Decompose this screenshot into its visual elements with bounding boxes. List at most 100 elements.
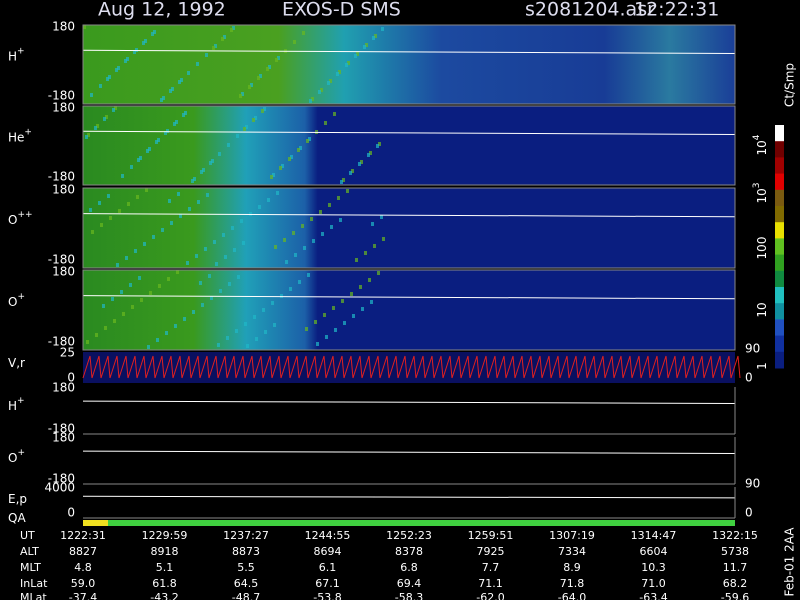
spectrogram-texture xyxy=(266,67,269,71)
colorbar-segment xyxy=(775,125,784,142)
cell: 1237:27 xyxy=(223,529,269,542)
spectrogram-texture xyxy=(215,262,218,266)
cell: 8694 xyxy=(314,545,342,558)
spectrogram-texture xyxy=(356,52,359,56)
panel-label: He+ xyxy=(8,127,32,144)
spectrogram-texture xyxy=(147,345,150,349)
cell: -58.3 xyxy=(395,591,423,600)
cell: -48.7 xyxy=(232,591,260,600)
spectrogram-texture xyxy=(143,242,146,246)
spectrogram-texture xyxy=(301,224,304,228)
spectrogram-texture xyxy=(196,62,199,66)
spectrogram-texture xyxy=(233,248,236,252)
spectrogram-texture xyxy=(155,140,158,144)
colorbar-label-base: 10 xyxy=(755,188,769,203)
spectrogram-texture xyxy=(87,133,90,137)
colorbar-label: 104 xyxy=(752,134,769,155)
panel-label: QA xyxy=(8,511,26,525)
spectrogram-texture xyxy=(268,65,271,69)
spectrogram-texture xyxy=(280,294,283,298)
colorbar-segment xyxy=(775,351,784,369)
spectrogram-texture xyxy=(325,335,328,339)
spectrogram-texture xyxy=(240,219,243,223)
spectrogram-texture xyxy=(122,312,125,316)
spectrogram-texture xyxy=(294,253,297,257)
spectrogram-texture xyxy=(376,144,379,148)
spectrogram-texture xyxy=(263,107,266,111)
spectrogram-texture xyxy=(319,210,322,214)
spectrogram-texture xyxy=(211,159,214,163)
spectrogram-texture xyxy=(302,31,305,35)
tick-label: 0 xyxy=(745,371,753,385)
cell: 8378 xyxy=(395,545,423,558)
tick-label: -180 xyxy=(48,170,75,184)
header-file: s2081204.asr xyxy=(525,0,655,21)
spectrogram-texture xyxy=(289,287,292,291)
spectrogram-texture xyxy=(244,322,247,326)
panel-label-sup: ++ xyxy=(17,210,32,220)
spectrogram-texture xyxy=(377,271,380,275)
spectrogram-texture xyxy=(218,152,221,156)
tick-label: 25 xyxy=(60,346,75,360)
spectrogram-texture xyxy=(112,108,115,112)
spectrogram-texture xyxy=(177,192,180,196)
colorbar-label-base: 100 xyxy=(755,237,769,260)
spectrogram-texture xyxy=(273,323,276,327)
spectrogram-texture xyxy=(191,179,194,183)
spectrogram-texture xyxy=(371,222,374,226)
spectrogram-texture xyxy=(254,116,257,120)
footer-note: Feb-01 2AA xyxy=(783,527,797,597)
spectrogram-texture xyxy=(275,58,278,62)
spectrogram-texture xyxy=(351,169,354,173)
colorbar-segment xyxy=(775,189,784,207)
panel-label-sup: + xyxy=(17,292,25,302)
colorbar-segment xyxy=(775,173,784,191)
spectrogram-texture xyxy=(217,343,220,347)
colorbar-segment xyxy=(775,254,784,272)
tick-label: 90 xyxy=(745,342,760,356)
spectrogram-texture xyxy=(261,109,264,113)
spectrogram-texture xyxy=(91,230,94,234)
spectrogram-texture xyxy=(327,81,330,85)
spectrogram-texture xyxy=(314,320,317,324)
spectrogram-texture xyxy=(330,225,333,229)
spectrogram-texture xyxy=(208,274,211,278)
spectrogram-texture xyxy=(111,297,114,301)
spectrogram-texture xyxy=(235,329,238,333)
spectrogram-texture xyxy=(104,326,107,330)
cell: 1252:23 xyxy=(386,529,432,542)
spectrogram-texture xyxy=(117,66,120,70)
spectrogram-texture xyxy=(223,35,226,39)
spectrogram-texture xyxy=(226,336,229,340)
panel-frame xyxy=(82,24,736,105)
spectrogram-texture xyxy=(90,93,93,97)
panel-label-base: QA xyxy=(8,511,26,525)
spectrogram-texture xyxy=(222,233,225,237)
panel-label-sup: + xyxy=(24,127,32,137)
spectrogram-texture xyxy=(140,298,143,302)
colorbar-label-base: 10 xyxy=(755,140,769,155)
spectrogram-texture xyxy=(173,122,176,126)
spectrogram-texture xyxy=(337,196,340,200)
spectrogram-texture xyxy=(135,48,138,52)
colorbar-segment xyxy=(775,222,784,239)
spectrogram-texture xyxy=(200,170,203,174)
spectrogram-texture xyxy=(368,278,371,282)
spectrogram xyxy=(83,270,735,350)
panel-label-base: V,r xyxy=(8,356,25,370)
spectrogram-texture xyxy=(125,256,128,260)
spectrogram-texture xyxy=(237,275,240,279)
spectrogram-texture xyxy=(149,291,152,295)
colorbar-segment xyxy=(775,157,784,175)
spectrogram-texture xyxy=(309,99,312,103)
spectrogram-texture xyxy=(285,260,288,264)
spectrogram-texture xyxy=(352,314,355,318)
spectrogram-texture xyxy=(98,201,101,205)
spectrogram-texture xyxy=(121,174,124,178)
spectrogram-texture xyxy=(343,321,346,325)
cell: 8918 xyxy=(151,545,179,558)
spectrogram-texture xyxy=(137,158,140,162)
spectrogram-texture xyxy=(184,111,187,115)
cell: 6.8 xyxy=(400,561,418,574)
spectrogram-texture xyxy=(201,303,204,307)
